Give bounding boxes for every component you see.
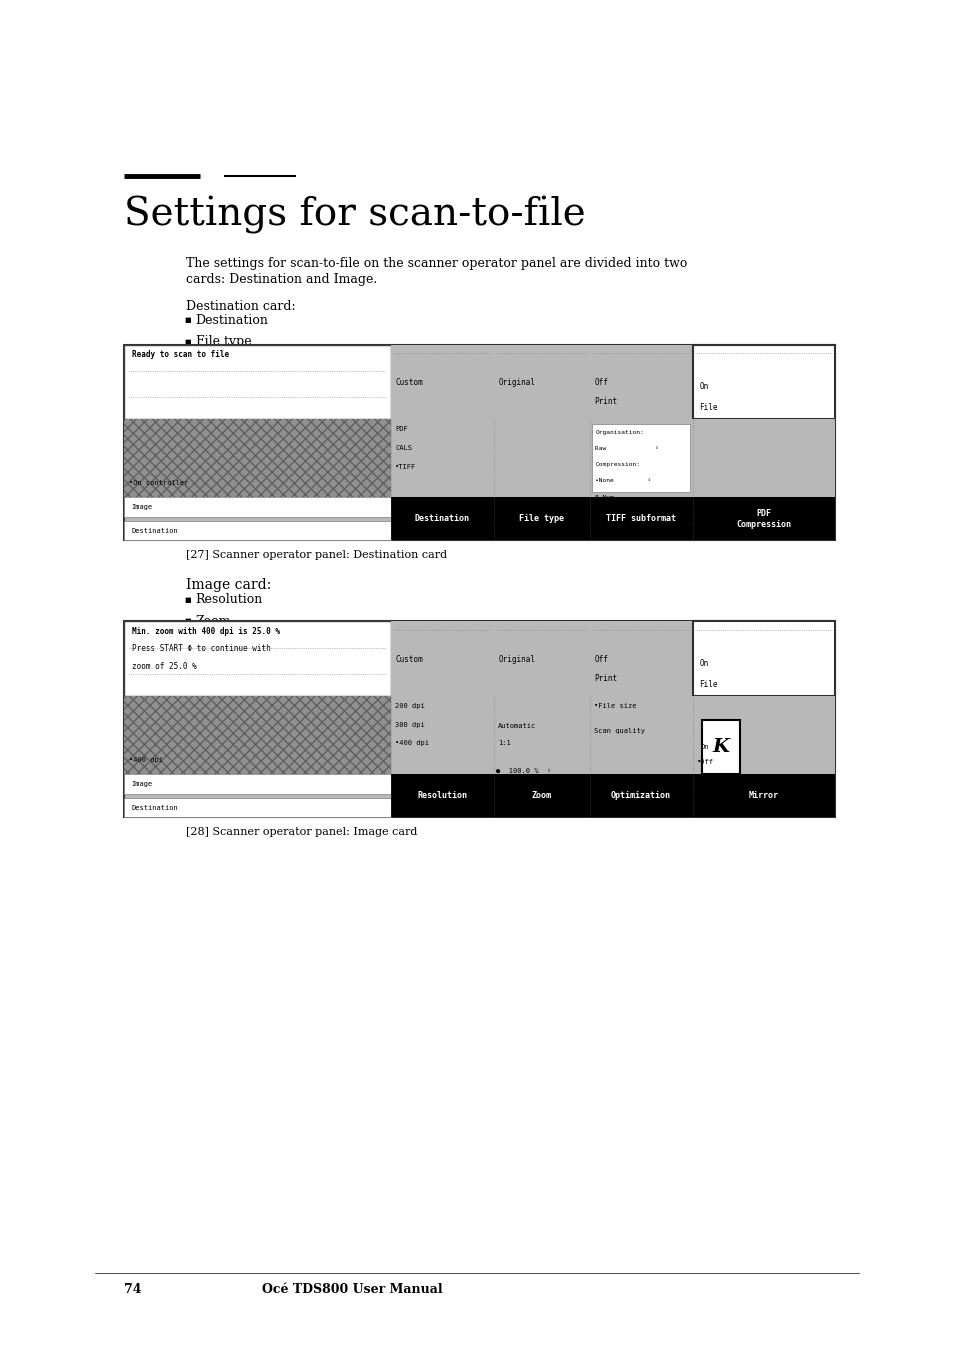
Text: PDF compression: PDF compression — [195, 378, 307, 392]
Bar — [390, 774, 834, 817]
Text: Resolution: Resolution — [416, 792, 467, 800]
Text: 74: 74 — [124, 1283, 141, 1297]
Text: Destination card:: Destination card: — [186, 300, 295, 313]
Text: TIFF subformat: TIFF subformat — [605, 515, 676, 523]
Text: File: File — [699, 681, 717, 689]
Text: Custom: Custom — [395, 655, 422, 663]
Text: •On controller: •On controller — [129, 481, 188, 486]
Text: Scan quality: Scan quality — [594, 728, 644, 734]
Text: Original: Original — [497, 378, 535, 386]
Text: Compression:: Compression: — [595, 462, 639, 467]
Bar — [390, 497, 834, 540]
Text: Image card:: Image card: — [186, 578, 271, 592]
Text: •Off: •Off — [697, 759, 714, 765]
Text: Ready to scan to file: Ready to scan to file — [132, 350, 229, 359]
Text: ■: ■ — [184, 382, 191, 388]
Text: Image: Image — [132, 504, 152, 509]
Text: ■: ■ — [184, 597, 191, 603]
Text: TIFF sub format: TIFF sub format — [195, 357, 298, 370]
Bar — [701, 720, 740, 774]
Text: Print: Print — [594, 397, 617, 405]
Text: 8 Num.: 8 Num. — [595, 494, 618, 500]
Text: CALS: CALS — [395, 444, 412, 451]
Bar — [124, 497, 390, 516]
Text: Organisation:: Organisation: — [595, 430, 643, 435]
Text: [28] Scanner operator panel: Image card: [28] Scanner operator panel: Image card — [186, 827, 417, 836]
Text: ■: ■ — [184, 640, 191, 646]
Bar — [124, 419, 390, 497]
Text: Mirror: Mirror — [195, 658, 237, 671]
Text: PDF: PDF — [395, 426, 408, 432]
Text: ■: ■ — [184, 662, 191, 667]
Text: Mirror: Mirror — [748, 792, 778, 800]
Bar — [124, 696, 390, 774]
Text: Settings for scan-to-file: Settings for scan-to-file — [124, 196, 585, 234]
Bar — [692, 345, 834, 419]
Text: Automatic: Automatic — [497, 723, 536, 730]
Text: On: On — [699, 659, 708, 667]
Text: •None         ◦: •None ◦ — [595, 478, 651, 484]
Bar — [390, 696, 834, 774]
Text: •400 dpi: •400 dpi — [129, 758, 163, 763]
Bar — [390, 419, 834, 497]
Text: Min. zoom with 400 dpi is 25.0 %: Min. zoom with 400 dpi is 25.0 % — [132, 627, 279, 636]
Text: File type: File type — [195, 335, 251, 349]
Text: Off: Off — [594, 655, 608, 663]
Bar — [390, 345, 692, 419]
Text: Destination: Destination — [195, 313, 268, 327]
Text: zoom of 25.0 %: zoom of 25.0 % — [132, 662, 196, 671]
Text: 200 dpi: 200 dpi — [395, 703, 425, 709]
Text: PDF
Compression: PDF Compression — [736, 509, 790, 528]
Bar — [124, 345, 834, 540]
Bar — [124, 621, 834, 817]
Text: Print: Print — [594, 674, 617, 682]
Text: K: K — [712, 738, 729, 757]
Bar — [124, 798, 390, 817]
Text: ■: ■ — [184, 361, 191, 366]
Bar — [592, 424, 689, 492]
Text: Destination: Destination — [132, 528, 178, 534]
Text: File: File — [699, 404, 717, 412]
Text: File type: File type — [518, 515, 563, 523]
Text: •TIFF: •TIFF — [395, 463, 416, 470]
Text: Off: Off — [594, 378, 608, 386]
Text: cards: Destination and Image.: cards: Destination and Image. — [186, 273, 376, 286]
Text: Zoom: Zoom — [531, 792, 551, 800]
Bar — [124, 621, 390, 696]
Bar — [124, 345, 390, 419]
Text: Image: Image — [132, 781, 152, 786]
Text: On: On — [700, 744, 708, 750]
Text: •File size: •File size — [594, 704, 637, 709]
Text: The settings for scan-to-file on the scanner operator panel are divided into two: The settings for scan-to-file on the sca… — [186, 257, 687, 270]
Text: ●  100.0 %  ◦: ● 100.0 % ◦ — [496, 767, 551, 774]
Text: Océ TDS800 User Manual: Océ TDS800 User Manual — [262, 1283, 442, 1297]
Text: Optimisation: Optimisation — [195, 636, 277, 650]
Text: ■: ■ — [184, 619, 191, 624]
Text: Zoom: Zoom — [195, 615, 231, 628]
Text: Raw             ◦: Raw ◦ — [595, 446, 659, 451]
Text: ■: ■ — [184, 317, 191, 323]
Text: Destination: Destination — [132, 805, 178, 811]
Text: Custom: Custom — [395, 378, 422, 386]
Text: 1:1: 1:1 — [497, 740, 511, 747]
Text: •400 dpi: •400 dpi — [395, 740, 429, 747]
Text: [27] Scanner operator panel: Destination card: [27] Scanner operator panel: Destination… — [186, 550, 447, 559]
Text: Resolution: Resolution — [195, 593, 262, 607]
Text: Destination: Destination — [415, 515, 469, 523]
Bar — [390, 621, 692, 696]
Bar — [692, 621, 834, 696]
Text: Original: Original — [497, 655, 535, 663]
Text: Optimization: Optimization — [611, 792, 670, 800]
Text: 300 dpi: 300 dpi — [395, 721, 425, 728]
Bar — [124, 521, 390, 540]
Text: On: On — [699, 382, 708, 390]
Text: Press START Φ to continue with: Press START Φ to continue with — [132, 644, 270, 654]
Bar — [124, 774, 390, 793]
Text: ■: ■ — [184, 339, 191, 345]
